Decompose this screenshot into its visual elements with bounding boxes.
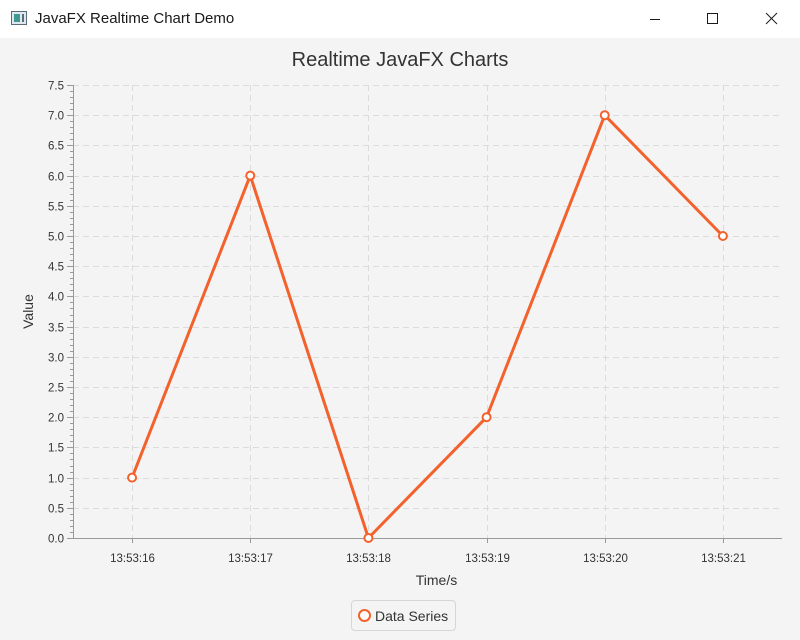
x-tick-label: 13:53:17 — [228, 553, 273, 565]
y-tick-label: 7.0 — [48, 111, 64, 123]
y-tick-label: 2.0 — [48, 413, 64, 425]
data-point — [481, 412, 492, 423]
y-tick-label: 5.0 — [48, 232, 64, 244]
chart-area: Realtime JavaFX Charts 0.0 0.5 1.0 1.5 2.0 2.5… — [0, 38, 800, 640]
y-tick-label: 4.0 — [48, 292, 64, 304]
x-tick-label: 13:53:21 — [701, 553, 746, 565]
line-chart: Realtime JavaFX Charts 0.0 0.5 1.0 1.5 2.0 2.5… — [20, 49, 782, 588]
y-tick-label: 2.5 — [48, 383, 64, 395]
x-tick-label: 13:53:16 — [110, 553, 155, 565]
x-tick-label: 13:53:18 — [346, 553, 391, 565]
y-tick-label: 1.0 — [48, 474, 64, 486]
data-point — [127, 472, 138, 483]
x-tick-label: 13:53:19 — [465, 553, 510, 565]
chart-legend: Data Series — [351, 600, 457, 631]
y-tick-label: 3.5 — [48, 323, 64, 335]
window-title: JavaFX Realtime Chart Demo — [35, 10, 235, 27]
data-point — [717, 231, 728, 241]
close-button[interactable] — [742, 0, 800, 38]
data-point — [363, 533, 374, 543]
java-app-icon — [11, 11, 27, 25]
data-point — [599, 110, 610, 121]
chart-title: Realtime JavaFX Charts — [292, 49, 509, 71]
x-axis-label: Time/s — [416, 572, 457, 588]
y-axis-label: Value — [20, 294, 36, 329]
x-tick-label: 13:53:20 — [583, 553, 628, 565]
maximize-icon — [707, 13, 718, 24]
minimize-button[interactable] — [626, 0, 684, 38]
y-tick-label: 6.0 — [48, 172, 64, 184]
y-tick-label: 3.0 — [48, 353, 64, 365]
y-tick-label: 6.5 — [48, 141, 64, 153]
y-tick-label: 7.5 — [48, 81, 64, 93]
close-icon — [765, 12, 778, 25]
y-tick-label: 5.5 — [48, 202, 64, 214]
legend-label: Data Series — [375, 607, 449, 624]
y-tick-label: 0.5 — [48, 504, 64, 516]
title-bar: JavaFX Realtime Chart Demo — [0, 0, 800, 39]
data-point — [245, 170, 256, 181]
maximize-button[interactable] — [684, 0, 742, 38]
series-line — [130, 113, 724, 540]
y-tick-label: 0.0 — [48, 534, 64, 546]
y-tick-label: 4.5 — [48, 262, 64, 274]
legend-circle-icon — [358, 609, 371, 622]
y-tick-label: 1.5 — [48, 443, 64, 455]
minimize-icon — [650, 19, 660, 20]
